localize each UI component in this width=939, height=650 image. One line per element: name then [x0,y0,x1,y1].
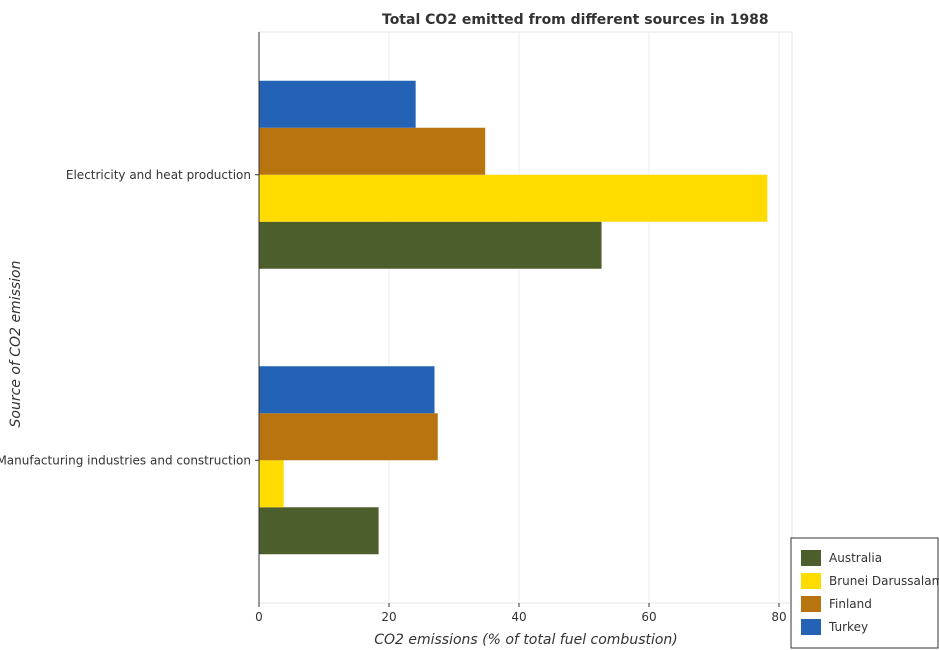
legend: Australia Brunei Darussalam Finland Turkey [791,538,939,648]
legend-label: Australia [829,551,882,565]
y-axis-title: Source of CO2 emission [8,261,24,428]
bar-finland [259,128,485,175]
x-tick-label: 20 [381,610,396,624]
bar-australia [259,507,379,554]
legend-swatch [801,619,821,635]
legend-swatch [801,596,821,612]
bar-australia [259,222,602,269]
x-tick-label: 80 [771,610,786,624]
legend-label: Brunei Darussalam [829,574,939,588]
bar-finland [259,413,438,460]
bar-brunei-darussalam [259,460,284,507]
legend-label: Finland [829,597,872,611]
legend-label: Turkey [828,620,868,634]
legend-swatch [801,550,821,566]
bar-turkey [259,81,416,128]
bar-turkey [259,366,435,413]
legend-swatch [801,573,821,589]
x-tick-label: 0 [255,610,263,624]
y-tick-label: Electricity and heat production [66,168,251,182]
x-tick-label: 60 [641,610,656,624]
x-axis-title: CO2 emissions (% of total fuel combustio… [374,632,678,648]
y-tick-label: Manufacturing industries and constructio… [0,453,251,467]
x-tick-label: 40 [511,610,526,624]
bar-brunei-darussalam [259,175,767,222]
chart-title: Total CO2 emitted from different sources… [382,12,769,28]
